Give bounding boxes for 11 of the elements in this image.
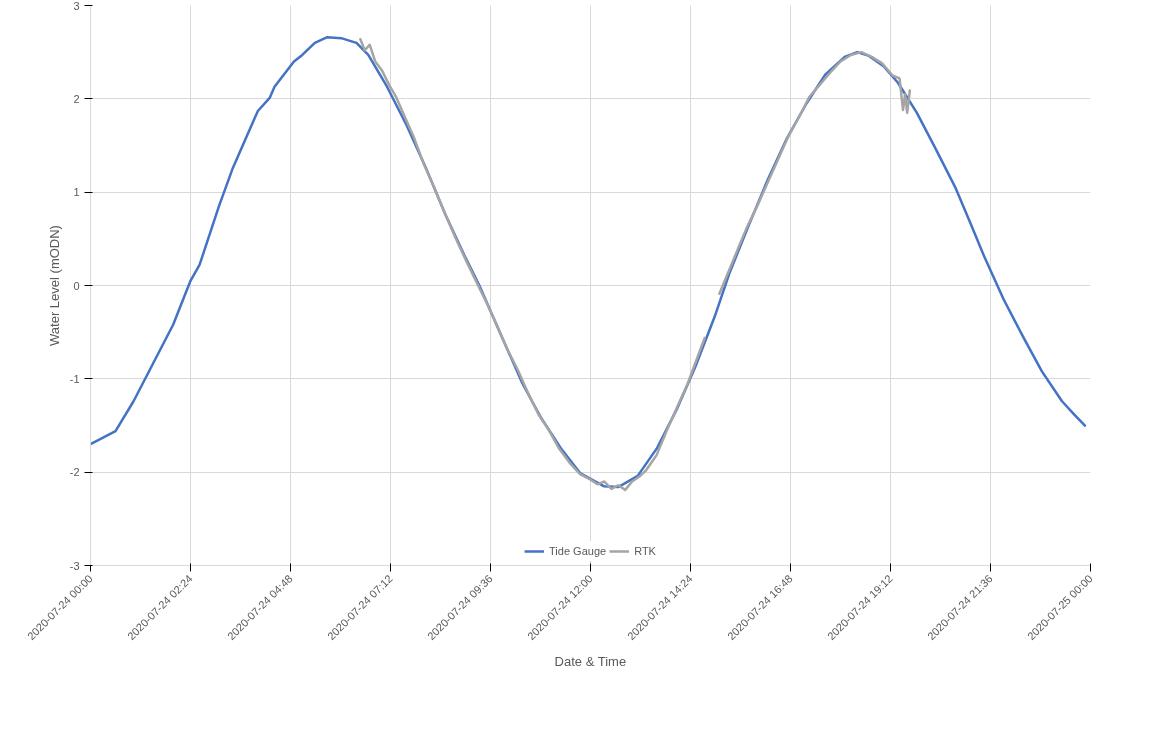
- y-tick-label: -1: [69, 372, 80, 385]
- legend-label: Tide Gauge: [549, 545, 607, 557]
- y-tick-label: -2: [69, 466, 80, 479]
- y-tick-label: -3: [69, 559, 80, 572]
- y-axis-title: Water Level (mODN): [46, 225, 62, 346]
- y-tick-label: 1: [73, 186, 80, 199]
- y-tick-label: 3: [73, 0, 80, 12]
- y-tick-label: 0: [73, 279, 80, 292]
- y-tick-label: 2: [73, 92, 80, 105]
- legend-label: RTK: [634, 545, 656, 557]
- x-axis-title: Date & Time: [554, 654, 627, 670]
